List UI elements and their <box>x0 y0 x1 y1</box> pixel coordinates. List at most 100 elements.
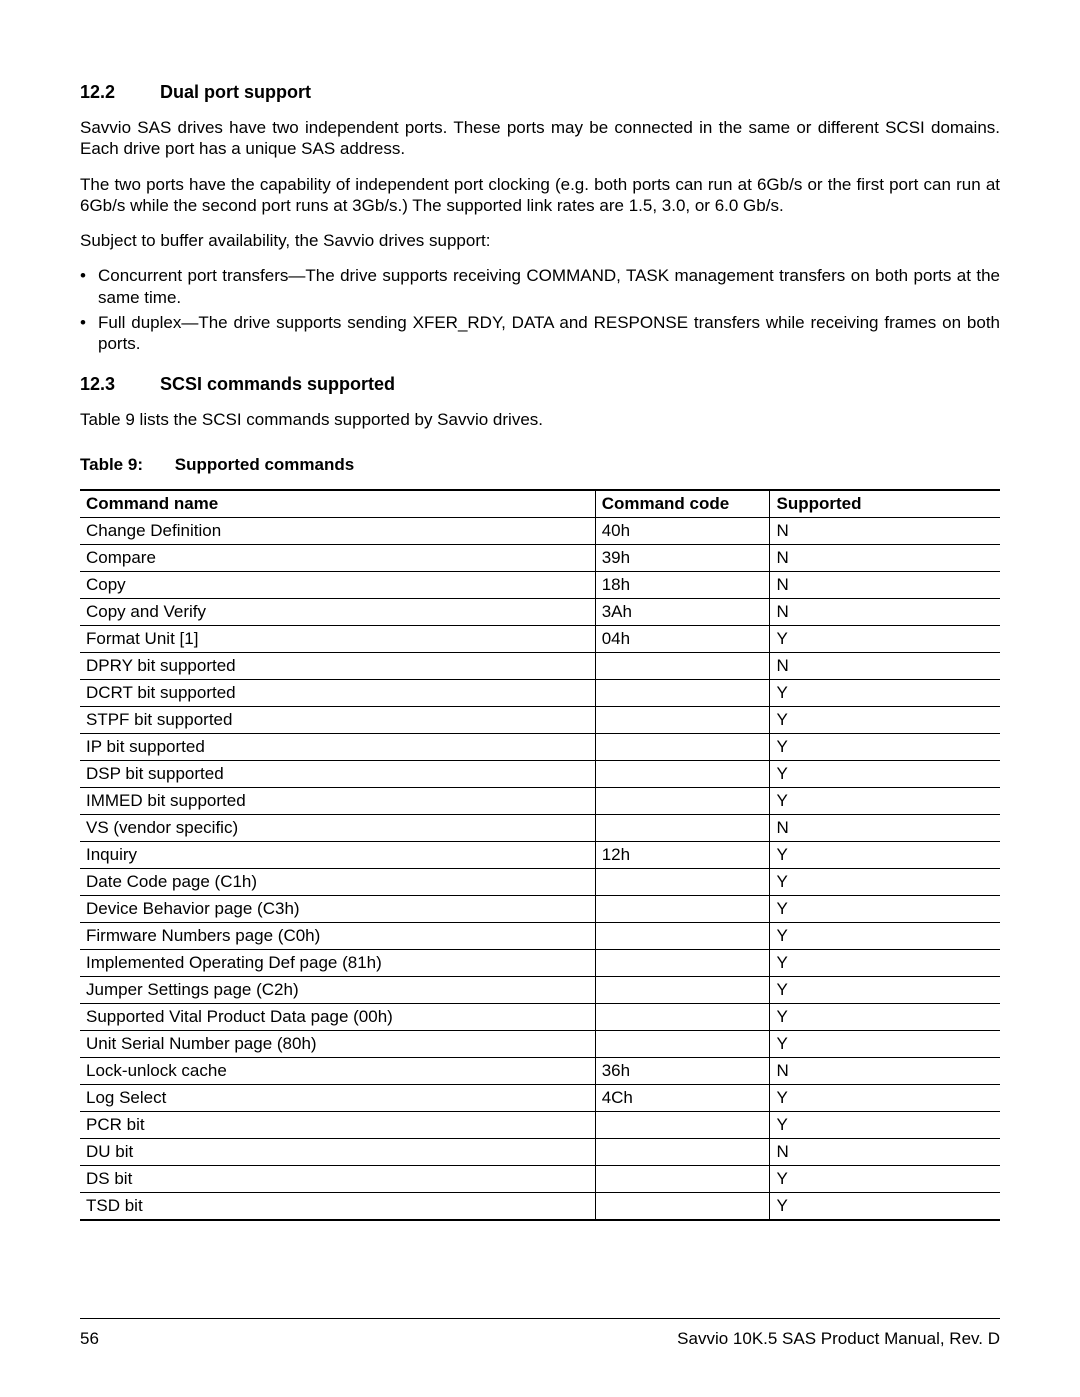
cell-command-code: 18h <box>595 571 770 598</box>
cell-command-name: DS bit <box>80 1165 595 1192</box>
table-row: Change Definition40hN <box>80 517 1000 544</box>
table-row: DU bitN <box>80 1138 1000 1165</box>
cell-supported: Y <box>770 895 1000 922</box>
table-row: Implemented Operating Def page (81h) Y <box>80 949 1000 976</box>
cell-command-name: Copy <box>80 571 595 598</box>
cell-command-code <box>595 760 770 787</box>
table-row: Supported Vital Product Data page (00h)Y <box>80 1003 1000 1030</box>
cell-supported: Y <box>770 625 1000 652</box>
paragraph: Subject to buffer availability, the Savv… <box>80 230 1000 251</box>
cell-command-code <box>595 1138 770 1165</box>
cell-command-code <box>595 1003 770 1030</box>
cell-command-code <box>595 814 770 841</box>
table-row: Copy and Verify3AhN <box>80 598 1000 625</box>
cell-supported: Y <box>770 1084 1000 1111</box>
bullet-item: • Concurrent port transfers—The drive su… <box>80 265 1000 308</box>
cell-command-name: Firmware Numbers page (C0h) <box>80 922 595 949</box>
table-row: STPF bit supported Y <box>80 706 1000 733</box>
cell-command-name: IMMED bit supported <box>80 787 595 814</box>
table-row: Device Behavior page (C3h)Y <box>80 895 1000 922</box>
cell-supported: Y <box>770 976 1000 1003</box>
cell-supported: Y <box>770 733 1000 760</box>
cell-command-name: DCRT bit supported <box>80 679 595 706</box>
table-row: DSP bit supportedY <box>80 760 1000 787</box>
table-row: Lock-unlock cache36hN <box>80 1057 1000 1084</box>
cell-supported: Y <box>770 679 1000 706</box>
table-row: PCR bit Y <box>80 1111 1000 1138</box>
table-row: VS (vendor specific) N <box>80 814 1000 841</box>
cell-command-name: Implemented Operating Def page (81h) <box>80 949 595 976</box>
paragraph: The two ports have the capability of ind… <box>80 174 1000 217</box>
cell-command-code: 36h <box>595 1057 770 1084</box>
cell-supported: Y <box>770 949 1000 976</box>
cell-supported: N <box>770 598 1000 625</box>
cell-command-code: 39h <box>595 544 770 571</box>
document-page: 12.2 Dual port support Savvio SAS drives… <box>0 0 1080 1397</box>
table-row: Copy18hN <box>80 571 1000 598</box>
cell-supported: N <box>770 544 1000 571</box>
table-row: Inquiry12hY <box>80 841 1000 868</box>
table-row: TSD bit Y <box>80 1192 1000 1220</box>
cell-command-code: 04h <box>595 625 770 652</box>
cell-supported: Y <box>770 1030 1000 1057</box>
table-number: Table 9: <box>80 455 170 475</box>
document-title: Savvio 10K.5 SAS Product Manual, Rev. D <box>677 1329 1000 1349</box>
cell-supported: N <box>770 814 1000 841</box>
paragraph: Savvio SAS drives have two independent p… <box>80 117 1000 160</box>
cell-command-code <box>595 976 770 1003</box>
cell-supported: Y <box>770 1165 1000 1192</box>
supported-commands-table: Command name Command code Supported Chan… <box>80 489 1000 1221</box>
paragraph: Table 9 lists the SCSI commands supporte… <box>80 409 1000 430</box>
cell-command-name: STPF bit supported <box>80 706 595 733</box>
bullet-mark-icon: • <box>80 312 98 355</box>
cell-command-code <box>595 652 770 679</box>
table-row: Format Unit [1]04hY <box>80 625 1000 652</box>
cell-command-name: Copy and Verify <box>80 598 595 625</box>
cell-command-code <box>595 706 770 733</box>
bullet-list: • Concurrent port transfers—The drive su… <box>80 265 1000 354</box>
bullet-item: • Full duplex—The drive supports sending… <box>80 312 1000 355</box>
table-row: Log Select4ChY <box>80 1084 1000 1111</box>
table-title: Supported commands <box>175 455 354 474</box>
cell-supported: Y <box>770 787 1000 814</box>
section-number: 12.3 <box>80 374 160 395</box>
section-title: Dual port support <box>160 82 311 103</box>
page-footer: 56 Savvio 10K.5 SAS Product Manual, Rev.… <box>80 1318 1000 1349</box>
cell-command-name: VS (vendor specific) <box>80 814 595 841</box>
cell-command-name: Compare <box>80 544 595 571</box>
cell-command-code: 40h <box>595 517 770 544</box>
cell-supported: Y <box>770 1003 1000 1030</box>
col-header-supported: Supported <box>770 490 1000 518</box>
cell-command-code <box>595 922 770 949</box>
table-row: DCRT bit supported Y <box>80 679 1000 706</box>
table-row: IMMED bit supported Y <box>80 787 1000 814</box>
cell-command-name: DPRY bit supported <box>80 652 595 679</box>
cell-supported: N <box>770 517 1000 544</box>
table-row: Date Code page (C1h) Y <box>80 868 1000 895</box>
cell-supported: Y <box>770 1192 1000 1220</box>
bullet-text: Concurrent port transfers—The drive supp… <box>98 265 1000 308</box>
cell-command-code <box>595 895 770 922</box>
cell-command-code <box>595 787 770 814</box>
section-heading: 12.2 Dual port support <box>80 82 1000 103</box>
cell-command-name: PCR bit <box>80 1111 595 1138</box>
cell-supported: Y <box>770 868 1000 895</box>
table-row: IP bit supported Y <box>80 733 1000 760</box>
cell-supported: N <box>770 652 1000 679</box>
bullet-mark-icon: • <box>80 265 98 308</box>
table-row: Jumper Settings page (C2h)Y <box>80 976 1000 1003</box>
cell-command-name: IP bit supported <box>80 733 595 760</box>
cell-command-code: 12h <box>595 841 770 868</box>
table-caption: Table 9: Supported commands <box>80 455 1000 475</box>
cell-command-code <box>595 1030 770 1057</box>
cell-supported: Y <box>770 706 1000 733</box>
cell-supported: N <box>770 1057 1000 1084</box>
cell-command-name: TSD bit <box>80 1192 595 1220</box>
cell-command-code: 4Ch <box>595 1084 770 1111</box>
cell-supported: Y <box>770 1111 1000 1138</box>
col-header-code: Command code <box>595 490 770 518</box>
cell-command-name: Lock-unlock cache <box>80 1057 595 1084</box>
section-title: SCSI commands supported <box>160 374 395 395</box>
cell-supported: N <box>770 1138 1000 1165</box>
cell-command-name: Date Code page (C1h) <box>80 868 595 895</box>
